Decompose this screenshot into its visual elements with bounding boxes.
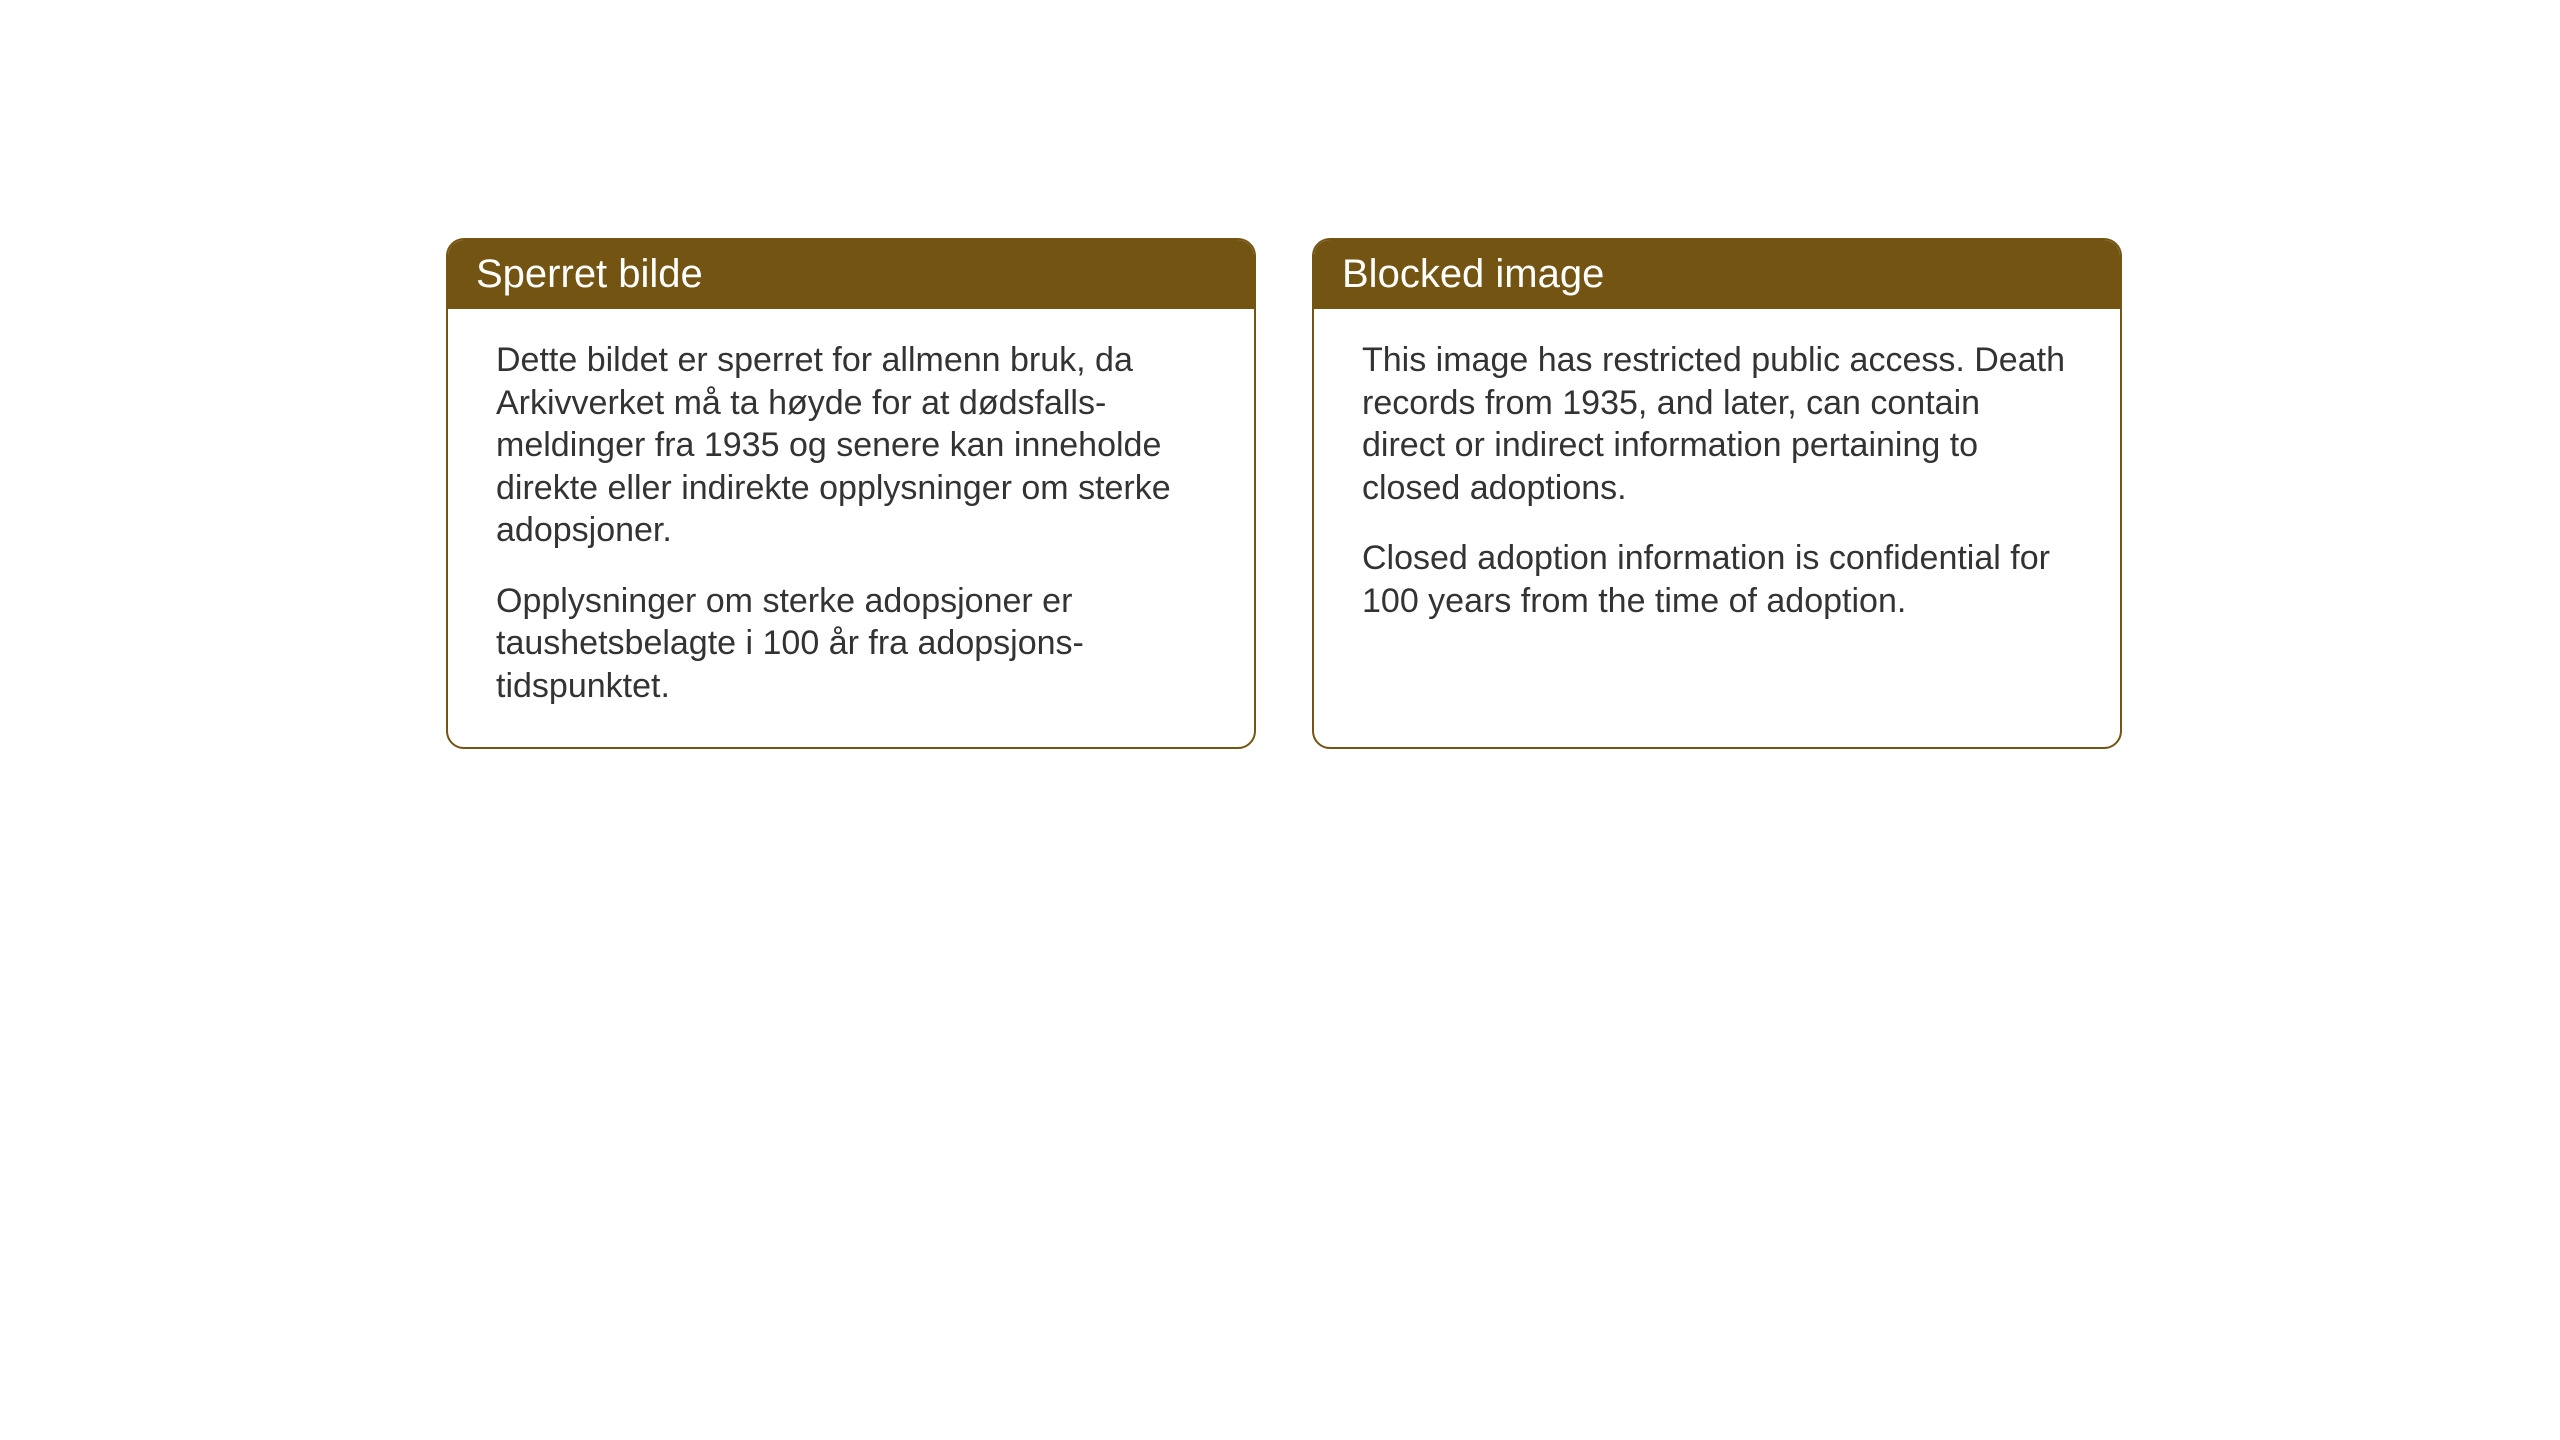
notice-container: Sperret bilde Dette bildet er sperret fo… (446, 238, 2122, 749)
notice-card-english: Blocked image This image has restricted … (1312, 238, 2122, 749)
card-header-norwegian: Sperret bilde (448, 240, 1254, 309)
notice-paragraph: Opplysninger om sterke adopsjoner er tau… (496, 580, 1206, 708)
card-body-english: This image has restricted public access.… (1314, 309, 2120, 662)
notice-paragraph: This image has restricted public access.… (1362, 339, 2072, 509)
notice-paragraph: Dette bildet er sperret for allmenn bruk… (496, 339, 1206, 552)
card-header-english: Blocked image (1314, 240, 2120, 309)
notice-paragraph: Closed adoption information is confident… (1362, 537, 2072, 622)
notice-card-norwegian: Sperret bilde Dette bildet er sperret fo… (446, 238, 1256, 749)
card-body-norwegian: Dette bildet er sperret for allmenn bruk… (448, 309, 1254, 747)
